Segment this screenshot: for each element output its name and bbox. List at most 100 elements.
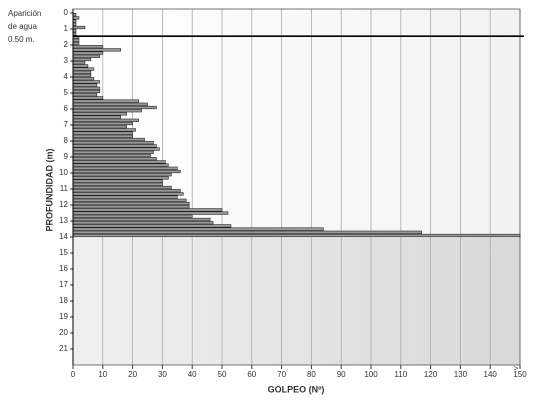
y-tick-label: 5 <box>64 88 69 97</box>
x-tick-label: 30 <box>158 370 167 379</box>
bar <box>72 67 95 71</box>
bar <box>72 16 80 20</box>
bar <box>72 89 101 94</box>
y-tick-label: 9 <box>64 152 69 161</box>
y-tick-label: 16 <box>59 264 68 273</box>
x-tick-label: 60 <box>247 370 256 379</box>
bar <box>72 189 181 193</box>
y-tick-label: 17 <box>59 280 68 289</box>
y-tick-label: 19 <box>59 312 68 321</box>
bar <box>72 41 80 46</box>
bar <box>72 45 104 49</box>
bar <box>72 227 324 231</box>
y-tick-label: 4 <box>64 72 69 81</box>
x-tick-label: 120 <box>424 370 438 379</box>
bar <box>72 64 89 68</box>
bar <box>72 144 157 148</box>
bar <box>72 105 157 110</box>
bar <box>72 201 190 206</box>
annotation: de agua <box>8 22 37 31</box>
bar <box>72 166 178 170</box>
y-axis-title: PROFUNDIDAD (m) <box>44 149 54 232</box>
bar <box>72 208 223 212</box>
bar <box>72 96 104 100</box>
y-tick-label: 15 <box>59 248 68 257</box>
y-tick-label: 7 <box>64 120 69 129</box>
bar <box>72 77 95 81</box>
bar <box>72 179 163 183</box>
bar <box>72 115 121 119</box>
bar <box>72 86 101 90</box>
bar <box>72 54 101 58</box>
bar <box>72 118 139 122</box>
bar <box>72 230 422 234</box>
bar <box>72 217 211 222</box>
bar <box>72 173 172 177</box>
y-tick-label: 2 <box>64 40 69 49</box>
bar <box>72 83 98 87</box>
y-tick-label: 11 <box>60 184 69 193</box>
x-tick-label: 110 <box>394 370 407 379</box>
bar <box>72 211 229 215</box>
bar <box>72 157 157 161</box>
bar <box>72 70 92 74</box>
bar <box>72 169 181 174</box>
bar <box>72 195 178 199</box>
bar <box>72 112 127 116</box>
y-tick-label: 14 <box>59 232 68 241</box>
bar <box>72 137 145 142</box>
bar <box>72 61 86 65</box>
bar <box>72 141 154 145</box>
x-tick-label: 140 <box>484 370 498 379</box>
x-tick-label: 70 <box>277 370 286 379</box>
bar <box>72 160 166 164</box>
bar <box>72 182 163 186</box>
bar <box>72 221 214 225</box>
bar <box>72 214 193 218</box>
bar <box>72 185 172 190</box>
x-tick-label: 90 <box>337 370 346 379</box>
y-tick-label: 8 <box>64 136 69 145</box>
y-tick-label: 3 <box>64 56 69 65</box>
y-tick-label: 13 <box>59 216 68 225</box>
bar <box>72 205 190 209</box>
shaded-background <box>73 237 520 365</box>
bar <box>72 163 169 167</box>
x-axis-title: GOLPEO (Nº) <box>268 384 325 394</box>
bar <box>72 198 187 202</box>
bar <box>72 131 133 135</box>
bar <box>72 93 98 97</box>
bar <box>72 147 160 151</box>
x-tick-label: 80 <box>307 370 316 379</box>
bar <box>72 48 121 52</box>
y-tick-label: 6 <box>64 104 69 113</box>
bar <box>72 109 142 113</box>
bar <box>72 121 133 126</box>
x-tick-label: 130 <box>454 370 468 379</box>
bar <box>72 51 104 55</box>
x-tick-label: 150 <box>513 370 527 379</box>
annotation: 0.50 m. <box>8 35 35 44</box>
bar <box>72 73 92 78</box>
bar <box>72 153 151 158</box>
bar <box>72 38 80 42</box>
x-tick-label: 100 <box>364 370 378 379</box>
bar <box>72 176 169 180</box>
y-tick-label: 18 <box>59 296 68 305</box>
y-tick-label: 20 <box>59 328 68 337</box>
y-tick-label: 12 <box>59 200 68 209</box>
bar <box>72 150 154 154</box>
annotation: Aparición <box>8 9 41 18</box>
x-tick-label: 50 <box>218 370 227 379</box>
bar <box>72 57 92 62</box>
bar <box>72 128 136 132</box>
y-tick-label: 21 <box>59 344 68 353</box>
y-tick-label: 1 <box>64 24 69 33</box>
x-tick-label: 0 <box>71 370 76 379</box>
bar <box>72 25 86 30</box>
y-tick-label: 10 <box>59 168 68 177</box>
bar <box>72 125 127 129</box>
bar <box>72 233 521 238</box>
x-tick-label: 20 <box>128 370 137 379</box>
